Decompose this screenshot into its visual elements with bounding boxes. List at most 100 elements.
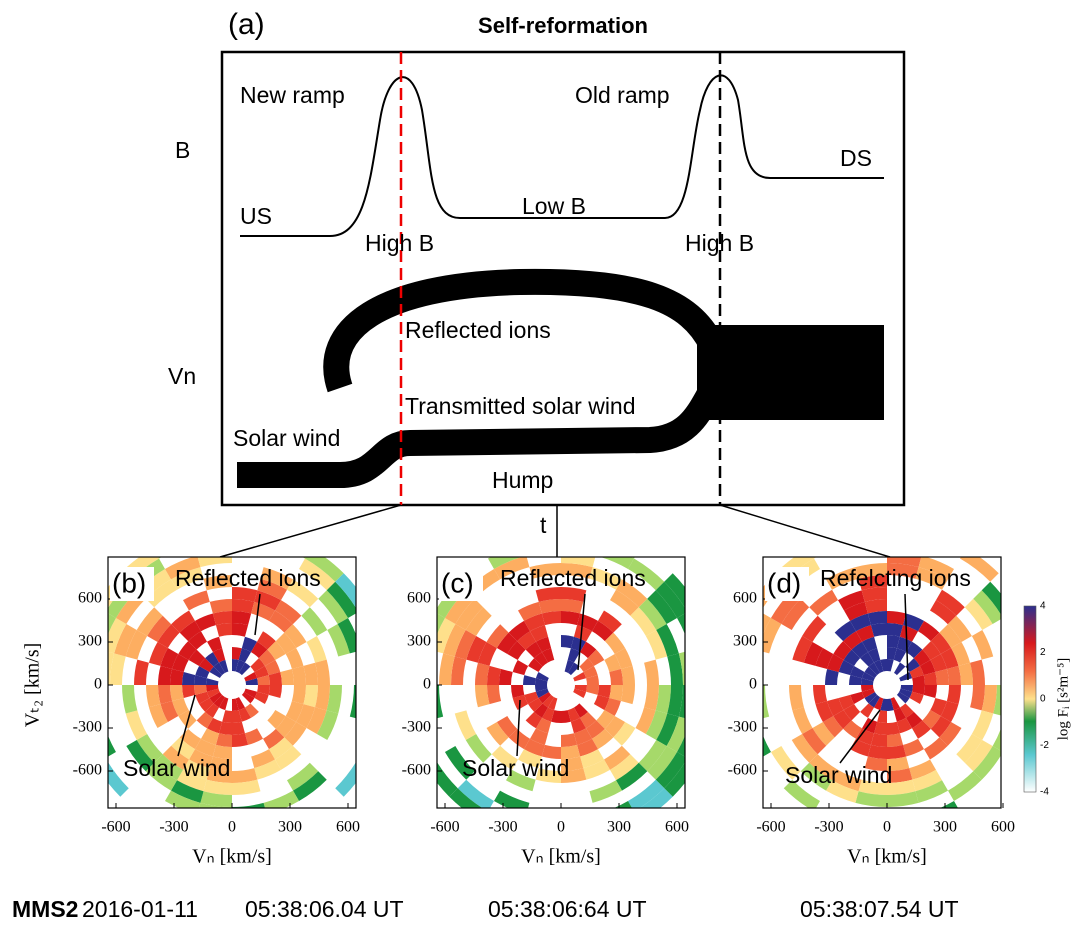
pointer: [516, 699, 521, 757]
connector: [219, 504, 402, 558]
heat-cell: [850, 666, 865, 679]
heat-cell: [860, 703, 874, 718]
pointer: [904, 593, 909, 681]
heat-cell: [981, 685, 997, 714]
heat-cell: [587, 649, 605, 666]
heat-cell: [326, 581, 356, 618]
heat-cell: [316, 710, 339, 740]
x-tick-label: -600: [756, 819, 785, 836]
x-axis-label: Vₙ [km/s]: [192, 846, 272, 868]
x-axis-label: Vₙ [km/s]: [847, 846, 927, 868]
heat-cell: [145, 762, 177, 791]
heat-cell: [570, 717, 586, 734]
heat-cell: [580, 641, 597, 659]
heat-cell: [561, 768, 587, 783]
heat-cell: [491, 745, 518, 770]
heat-cell: [466, 636, 487, 663]
heat-cell: [939, 722, 962, 746]
heat-cell: [206, 678, 219, 685]
heat-cell: [244, 688, 258, 698]
y-tick-label: -600: [728, 762, 757, 779]
heat-cell: [465, 734, 492, 763]
heat-cell: [201, 728, 220, 745]
heat-cell: [864, 599, 887, 614]
heat-cell: [361, 685, 378, 723]
heat-cell: [809, 589, 838, 616]
heat-cell: [197, 557, 232, 568]
x-tick-label: -300: [488, 819, 517, 836]
spacecraft: MMS2: [12, 896, 78, 922]
heat-cell: [213, 694, 225, 708]
heat-cell: [306, 707, 327, 734]
heat-cell: [906, 711, 923, 729]
annotation: US: [240, 203, 272, 229]
heat-cell: [964, 598, 993, 630]
heat-cell: [195, 666, 210, 679]
heat-cell: [179, 728, 201, 750]
heat-cell: [530, 728, 549, 745]
heat-cell: [833, 710, 852, 729]
heat-cell: [536, 636, 552, 653]
pointer: [839, 709, 881, 764]
heat-cell: [254, 590, 281, 611]
heat-cell: [813, 685, 828, 705]
heat-cell: [935, 668, 949, 685]
heat-cell: [936, 589, 965, 616]
heat-cell: [824, 668, 839, 685]
heat-cell: [263, 728, 285, 750]
annotation: Old ramp: [575, 82, 670, 108]
heat-cell: [257, 685, 270, 695]
heat-cell: [783, 779, 820, 808]
heat-cell: [108, 735, 116, 757]
heat-cell: [616, 762, 648, 791]
heat-cell: [887, 768, 913, 783]
heat-cell: [887, 826, 928, 843]
y-tick-label: 600: [733, 590, 757, 607]
heat-cell: [838, 694, 855, 710]
heat-cell: [275, 745, 302, 770]
heat-cell: [813, 557, 817, 559]
heat-cell: [574, 703, 588, 718]
heat-cell: [542, 694, 554, 708]
heat-cell: [512, 660, 529, 676]
heat-cell: [285, 648, 304, 669]
heat-cell: [645, 710, 668, 740]
heat-cell: [439, 653, 455, 685]
heat-cell: [305, 557, 344, 582]
heat-cell: [171, 737, 195, 760]
timestamp: 05:38:06:64 UT: [488, 896, 647, 922]
heat-cell: [826, 567, 859, 590]
x-tick-label: 300: [607, 819, 631, 836]
heat-cell: [518, 601, 542, 621]
heat-cell: [958, 662, 973, 685]
heat-cell: [541, 744, 561, 759]
heat-cell: [664, 573, 685, 609]
heat-cell: [893, 648, 906, 663]
colorbar-tick: -2: [1040, 740, 1049, 751]
heat-cell: [604, 654, 621, 673]
heat-cell: [946, 665, 962, 685]
annotation: New ramp: [240, 82, 345, 108]
heat-cell: [318, 590, 349, 624]
heat-cell: [530, 625, 549, 642]
heat-cell: [518, 749, 542, 769]
heat-cell: [645, 630, 668, 660]
y-tick-label: 0: [94, 676, 102, 693]
heat-cell: [568, 662, 580, 676]
heat-cell: [194, 814, 232, 831]
heat-cell: [496, 716, 518, 738]
heat-cell: [535, 768, 561, 783]
heat-cell: [454, 710, 477, 740]
heat-cell: [940, 648, 959, 669]
heat-cell: [609, 685, 623, 702]
axes-frame: [762, 556, 1002, 809]
heat-cell: [291, 685, 306, 705]
heat-cell: [486, 624, 509, 648]
heat-cell: [577, 738, 598, 757]
heat-cell: [846, 826, 887, 843]
heat-cell: [635, 707, 656, 734]
origin-hole: [552, 676, 570, 694]
heat-cell: [561, 744, 581, 759]
downstream-flow: [697, 325, 884, 420]
heat-cell: [538, 692, 552, 704]
